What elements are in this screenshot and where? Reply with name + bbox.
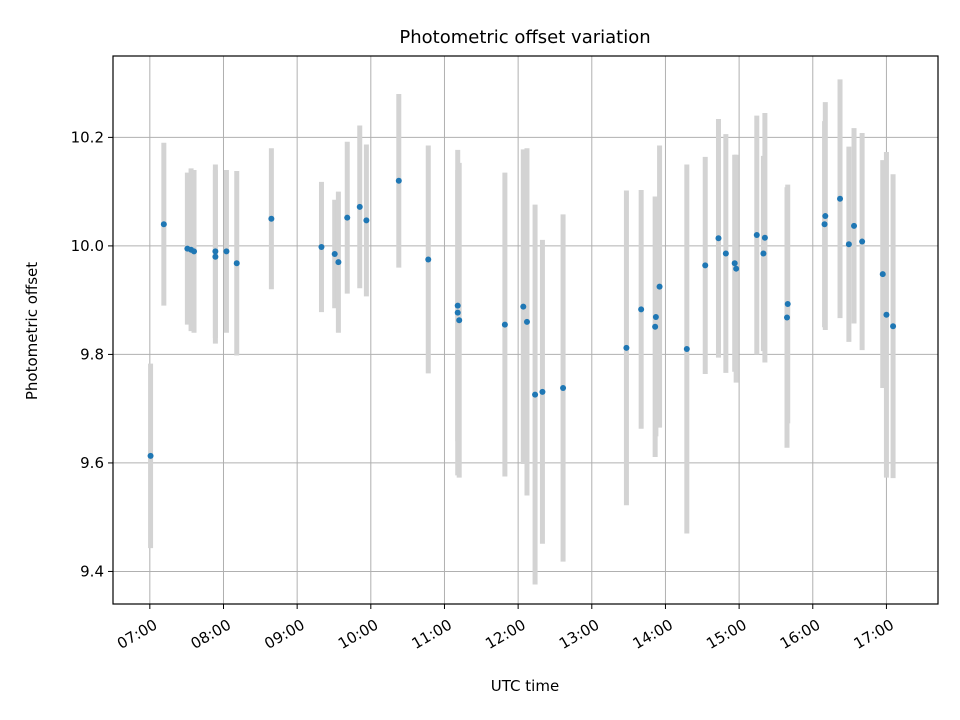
data-point [160,221,167,228]
data-point [733,265,740,272]
data-point [638,306,645,313]
data-point [212,253,219,260]
data-point [344,214,351,221]
data-point [523,318,530,325]
data-point [501,321,508,328]
data-point [822,213,829,220]
y-tick-label: 10.2 [71,128,104,146]
data-point [425,256,432,263]
plot-frame [112,55,939,605]
x-axis-title: UTC time [491,677,559,695]
data-point [702,262,709,269]
data-point [268,215,275,222]
data-point [456,317,463,324]
data-point [890,323,897,330]
data-point [883,311,890,318]
data-point [851,222,858,229]
data-point [783,314,790,321]
data-point [560,385,567,392]
data-point [784,300,791,307]
y-tick-label: 9.6 [80,454,104,472]
data-point [845,241,852,248]
data-point [722,250,729,257]
y-axis-ticks: 9.4 9.6 9.8 10.0 10.2 [71,128,113,580]
data-point [760,250,767,257]
data-point [715,235,722,242]
y-tick-label: 10.0 [71,237,104,255]
data-point [753,232,760,239]
data-point [454,309,461,316]
data-point [147,452,154,459]
data-point [318,243,325,250]
data-point [879,271,886,278]
data-point [656,283,663,290]
data-point [731,260,738,267]
data-points [147,177,897,459]
data-point [233,260,240,267]
data-point [683,345,690,352]
y-tick-label: 9.4 [80,562,104,580]
data-point [623,344,630,351]
data-point [363,217,370,224]
data-point [356,203,363,210]
data-point [223,248,230,255]
data-point [652,323,659,330]
data-point [837,195,844,202]
data-point [520,303,527,310]
chart-title: Photometric offset variation [399,27,650,48]
data-point [859,238,866,245]
y-tick-label: 9.8 [80,345,104,363]
data-point [395,177,402,184]
data-point [539,388,546,395]
data-point [761,234,768,241]
data-point [335,259,342,266]
y-axis-title: Photometric offset [23,262,41,400]
data-point [331,251,338,258]
data-point [652,313,659,320]
data-point [212,248,219,255]
data-point [454,302,461,309]
data-point [532,391,539,398]
data-point [191,248,198,255]
data-point [821,221,828,228]
